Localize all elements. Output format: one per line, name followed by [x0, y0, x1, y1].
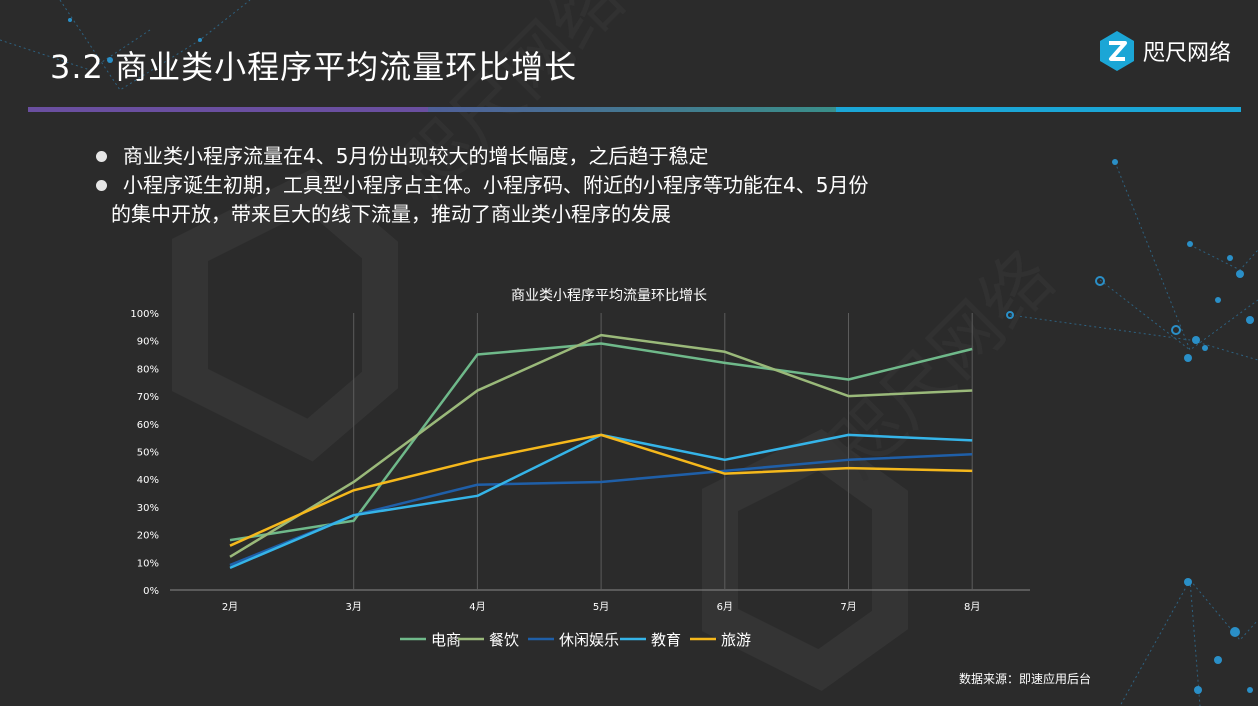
- x-tick-label: 2月: [222, 601, 238, 613]
- y-tick-label: 40%: [137, 475, 159, 486]
- y-tick-label: 20%: [137, 531, 159, 542]
- y-tick-label: 80%: [137, 364, 159, 375]
- x-tick-label: 5月: [593, 601, 609, 613]
- bullet-dot-icon: [96, 180, 107, 191]
- brand-logo: 咫尺网络: [1097, 29, 1231, 73]
- x-tick-label: 6月: [717, 601, 733, 613]
- series-line: [229, 333, 973, 558]
- x-tick-label: 3月: [346, 601, 362, 613]
- slide-title: 3.2 商业类小程序平均流量环比增长: [50, 48, 578, 86]
- legend-label: 旅游: [721, 631, 751, 649]
- y-tick-label: 10%: [137, 558, 159, 569]
- y-tick-label: 60%: [137, 420, 159, 431]
- y-tick-label: 100%: [130, 309, 159, 320]
- x-tick-label: 4月: [469, 601, 485, 613]
- legend-label: 餐饮: [489, 631, 519, 649]
- bullet-list: 商业类小程序流量在4、5月份出现较大的增长幅度，之后趋于稳定 小程序诞生初期，工…: [96, 142, 1036, 229]
- y-tick-label: 90%: [137, 337, 159, 348]
- bullet-item: 小程序诞生初期，工具型小程序占主体。小程序码、附近的小程序等功能在4、5月份: [96, 171, 1036, 200]
- x-tick-label: 7月: [840, 601, 856, 613]
- title-underline-bar: [28, 107, 1241, 112]
- x-tick-label: 8月: [964, 601, 980, 613]
- bullet-text: 商业类小程序流量在4、5月份出现较大的增长幅度，之后趋于稳定: [123, 144, 709, 168]
- bullet-continuation: 的集中开放，带来巨大的线下流量，推动了商业类小程序的发展: [111, 202, 671, 226]
- legend-label: 教育: [651, 631, 681, 649]
- y-tick-label: 70%: [137, 392, 159, 403]
- y-tick-label: 0%: [143, 586, 159, 597]
- chart-title: 商业类小程序平均流量环比增长: [511, 288, 707, 304]
- bullet-dot-icon: [96, 151, 107, 162]
- logo-text: 咫尺网络: [1143, 41, 1232, 66]
- legend-label: 电商: [431, 631, 461, 649]
- z-hexagon-logo-icon: [1100, 31, 1134, 71]
- legend-label: 休闲娱乐: [559, 631, 619, 649]
- y-tick-label: 50%: [137, 448, 159, 459]
- bullet-item: 商业类小程序流量在4、5月份出现较大的增长幅度，之后趋于稳定: [96, 142, 1036, 171]
- series-line: [229, 342, 973, 542]
- bullet-text: 小程序诞生初期，工具型小程序占主体。小程序码、附近的小程序等功能在4、5月份: [123, 173, 869, 197]
- series-line: [229, 433, 973, 547]
- y-tick-label: 30%: [137, 503, 159, 514]
- data-source-note: 数据来源：即速应用后台: [959, 672, 1092, 686]
